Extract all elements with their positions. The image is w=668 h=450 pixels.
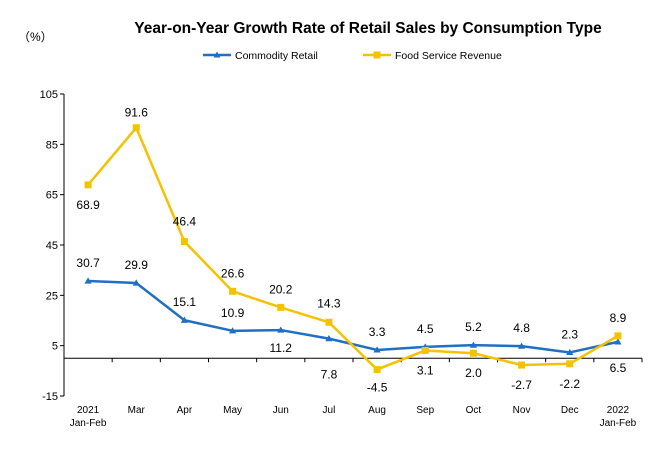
y-tick-label: 25 bbox=[46, 290, 58, 302]
legend-marker-food-service-revenue bbox=[373, 51, 381, 59]
x-tick-label-line: Jan-Feb bbox=[600, 418, 637, 429]
data-label-food-service-revenue: -2.7 bbox=[511, 378, 532, 392]
data-point-food-service-revenue bbox=[132, 124, 140, 132]
data-label-food-service-revenue: 26.6 bbox=[221, 266, 245, 280]
x-tick-label: Oct bbox=[466, 405, 482, 416]
x-tick-label: May bbox=[223, 405, 242, 416]
y-tick-label: 85 bbox=[46, 139, 58, 151]
x-tick-label: Sep bbox=[416, 405, 434, 416]
data-label-commodity-retail: 11.2 bbox=[270, 341, 293, 355]
data-point-commodity-retail bbox=[566, 348, 574, 356]
y-tick-label: 5 bbox=[52, 341, 58, 353]
legend: Commodity Retail Food Service Revenue bbox=[203, 50, 502, 62]
x-tick-label: Nov bbox=[513, 405, 531, 416]
data-label-food-service-revenue: 20.2 bbox=[269, 282, 293, 296]
data-point-commodity-retail bbox=[84, 277, 92, 284]
data-point-food-service-revenue bbox=[277, 303, 285, 311]
data-point-commodity-retail bbox=[277, 326, 285, 333]
y-tick-label: 45 bbox=[46, 240, 58, 252]
data-labels: 30.7 29.9 15.1 10.9 11.2 7.8 3.3 4.5 5.2 4.8 2.3 6.… bbox=[76, 106, 626, 395]
data-label-commodity-retail: 10.9 bbox=[221, 306, 245, 320]
series-markers bbox=[84, 124, 622, 374]
x-tick-label: Jul bbox=[323, 405, 336, 416]
data-point-food-service-revenue bbox=[421, 346, 429, 354]
data-label-commodity-retail: 2.3 bbox=[561, 327, 578, 341]
data-point-food-service-revenue bbox=[373, 366, 381, 374]
data-point-commodity-retail bbox=[469, 341, 478, 348]
x-tick-label: 2021 Jan-Feb bbox=[70, 405, 107, 429]
data-point-commodity-retail bbox=[132, 279, 140, 286]
y-tick-label: -15 bbox=[42, 391, 58, 403]
data-label-food-service-revenue: -4.5 bbox=[367, 381, 388, 395]
data-label-food-service-revenue: 8.9 bbox=[610, 311, 627, 325]
data-point-commodity-retail bbox=[517, 342, 526, 349]
series-line-commodity-retail bbox=[88, 279, 619, 354]
data-label-commodity-retail: 3.3 bbox=[369, 325, 386, 339]
x-tick-label: Apr bbox=[177, 405, 193, 416]
data-label-food-service-revenue: -2.2 bbox=[559, 377, 580, 391]
y-unit-label: （%） bbox=[18, 30, 53, 44]
series-line-food-service-revenue bbox=[87, 126, 619, 371]
x-tick-label: Aug bbox=[368, 405, 386, 416]
data-point-commodity-retail bbox=[180, 316, 189, 323]
data-point-commodity-retail bbox=[614, 338, 622, 345]
x-tick-label-line: 2022 bbox=[607, 405, 630, 416]
data-label-food-service-revenue: 68.9 bbox=[76, 198, 100, 212]
x-ticks: 2021 Jan-Feb Mar Apr May Jun Jul Aug Sep Oct Nov De… bbox=[63, 358, 643, 429]
data-label-commodity-retail: 30.7 bbox=[76, 256, 100, 270]
data-label-commodity-retail: 6.5 bbox=[610, 361, 627, 375]
data-point-food-service-revenue bbox=[325, 318, 333, 326]
data-point-food-service-revenue bbox=[84, 181, 92, 189]
data-label-commodity-retail: 15.1 bbox=[173, 295, 197, 309]
y-tick-label: 105 bbox=[40, 89, 58, 101]
data-label-food-service-revenue: 3.1 bbox=[417, 363, 434, 377]
x-tick-label: 2022 Jan-Feb bbox=[600, 405, 637, 429]
data-label-commodity-retail: 4.5 bbox=[417, 322, 434, 336]
x-tick-label-line: Jan-Feb bbox=[70, 418, 107, 429]
data-point-commodity-retail bbox=[373, 346, 381, 353]
data-label-food-service-revenue: 91.6 bbox=[125, 106, 149, 120]
chart-title: Year-on-Year Growth Rate of Retail Sales… bbox=[134, 20, 602, 37]
data-label-commodity-retail: 7.8 bbox=[321, 368, 338, 382]
data-point-food-service-revenue bbox=[566, 360, 574, 368]
series-lines bbox=[87, 126, 619, 371]
data-label-food-service-revenue: 2.0 bbox=[465, 366, 482, 380]
legend-label-commodity-retail: Commodity Retail bbox=[235, 50, 318, 62]
legend-label-food-service-revenue: Food Service Revenue bbox=[395, 50, 502, 62]
data-label-commodity-retail: 29.9 bbox=[125, 258, 149, 272]
y-ticks: 105 85 65 45 25 5 -15 bbox=[40, 89, 64, 403]
x-tick-label: Dec bbox=[561, 405, 579, 416]
data-label-food-service-revenue: 14.3 bbox=[317, 296, 341, 310]
y-tick-label: 65 bbox=[46, 190, 58, 202]
x-tick-label-line: 2021 bbox=[77, 405, 100, 416]
data-point-food-service-revenue bbox=[614, 332, 622, 340]
data-point-commodity-retail bbox=[325, 335, 333, 342]
data-label-commodity-retail: 5.2 bbox=[465, 320, 482, 334]
data-point-food-service-revenue bbox=[518, 361, 526, 369]
x-tick-label: Mar bbox=[128, 405, 146, 416]
data-point-food-service-revenue bbox=[469, 349, 477, 357]
legend-marker-commodity-retail bbox=[213, 51, 221, 58]
data-point-food-service-revenue bbox=[180, 237, 188, 245]
data-point-commodity-retail bbox=[228, 327, 237, 334]
data-point-food-service-revenue bbox=[229, 287, 237, 295]
x-tick-label: Jun bbox=[273, 405, 289, 416]
data-label-commodity-retail: 4.8 bbox=[513, 321, 530, 335]
data-label-food-service-revenue: 46.4 bbox=[173, 214, 197, 228]
